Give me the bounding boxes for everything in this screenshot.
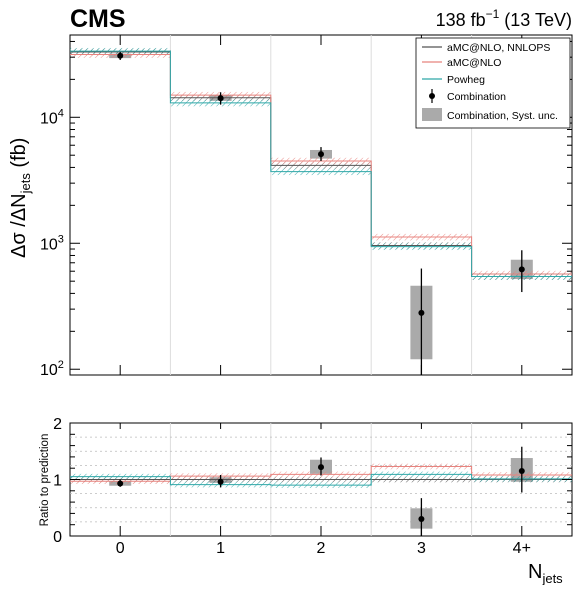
ratio-combination-points [117, 446, 525, 536]
ratio-combination-point [518, 468, 525, 475]
main-y-tick-exponent: 2 [58, 359, 64, 371]
ratio-panel: 0 1 2 Ratio to prediction [39, 416, 573, 546]
x-label-sub: jets [541, 571, 563, 585]
main-y-tick-base: 10 [40, 362, 58, 379]
ratio-combination-point [117, 480, 124, 487]
luminosity-label: 138 fb−1 (13 TeV) [436, 7, 572, 30]
legend-combination-marker [429, 93, 435, 99]
main-y-label-sub: jets [18, 173, 33, 195]
ratio-y-tick-label: 1 [53, 473, 62, 490]
main-y-tick-label: 103 [40, 233, 64, 253]
legend-amcatnlo-label: aMC@NLO [447, 57, 501, 69]
main-y-label-text: Δσ /ΔN [8, 193, 30, 258]
x-tick-label: 1 [216, 540, 225, 557]
ratio-powheg-line [70, 473, 572, 486]
main-y-tick-base: 10 [40, 236, 58, 253]
ratio-y-ticks: 0 1 2 [53, 416, 572, 546]
ratio-y-tick-label: 2 [53, 416, 62, 433]
main-x-ticks [119, 35, 523, 375]
x-tick-label: 2 [317, 540, 326, 557]
main-prediction-lines [70, 50, 572, 277]
luminosity-exponent: −1 [486, 7, 500, 21]
x-axis-label: Njets [528, 561, 563, 585]
main-combination-point [318, 151, 324, 158]
main-y-tick-exponent: 4 [58, 107, 64, 119]
legend-powheg-label: Powheg [447, 74, 485, 86]
legend-syst-label: Combination, Syst. unc. [447, 110, 558, 122]
x-tick-label: 0 [116, 540, 125, 557]
main-combination-point [217, 95, 224, 102]
main-y-axis-label: Δσ /ΔNjets (fb) [8, 138, 33, 258]
main-combination-point [117, 52, 124, 59]
legend-syst-swatch [422, 108, 442, 121]
x-tick-label: 4+ [513, 540, 531, 557]
main-combination-point [418, 309, 425, 316]
ratio-combination-point [418, 516, 425, 523]
main-combination-point [518, 266, 525, 273]
luminosity-prefix: 138 fb [436, 10, 486, 30]
main-y-label-unit: (fb) [8, 138, 30, 174]
x-tick-label: 3 [417, 540, 426, 557]
ratio-combination-point [217, 478, 224, 485]
ratio-y-axis-label: Ratio to prediction [39, 434, 51, 527]
legend-nnlops-label: aMC@NLO, NNLOPS [447, 42, 550, 54]
x-label-text: N [528, 561, 542, 583]
x-tick-labels: 0 1 2 3 4+ [116, 540, 531, 557]
main-y-tick-label: 104 [40, 107, 64, 127]
luminosity-suffix: (13 TeV) [499, 10, 572, 30]
legend-combination-label: Combination [447, 91, 506, 103]
main-y-tick-exponent: 3 [58, 233, 64, 245]
ratio-x-ticks [119, 423, 523, 536]
main-y-tick-base: 10 [40, 110, 58, 127]
main-powheg-line [70, 50, 572, 277]
ratio-combination-point [318, 464, 324, 471]
experiment-label: CMS [70, 5, 126, 33]
main-y-tick-label: 102 [40, 359, 64, 379]
main-combination-points [117, 51, 525, 375]
legend: aMC@NLO, NNLOPS aMC@NLO Powheg Combinati… [415, 37, 571, 129]
ratio-y-tick-label: 0 [53, 529, 62, 546]
